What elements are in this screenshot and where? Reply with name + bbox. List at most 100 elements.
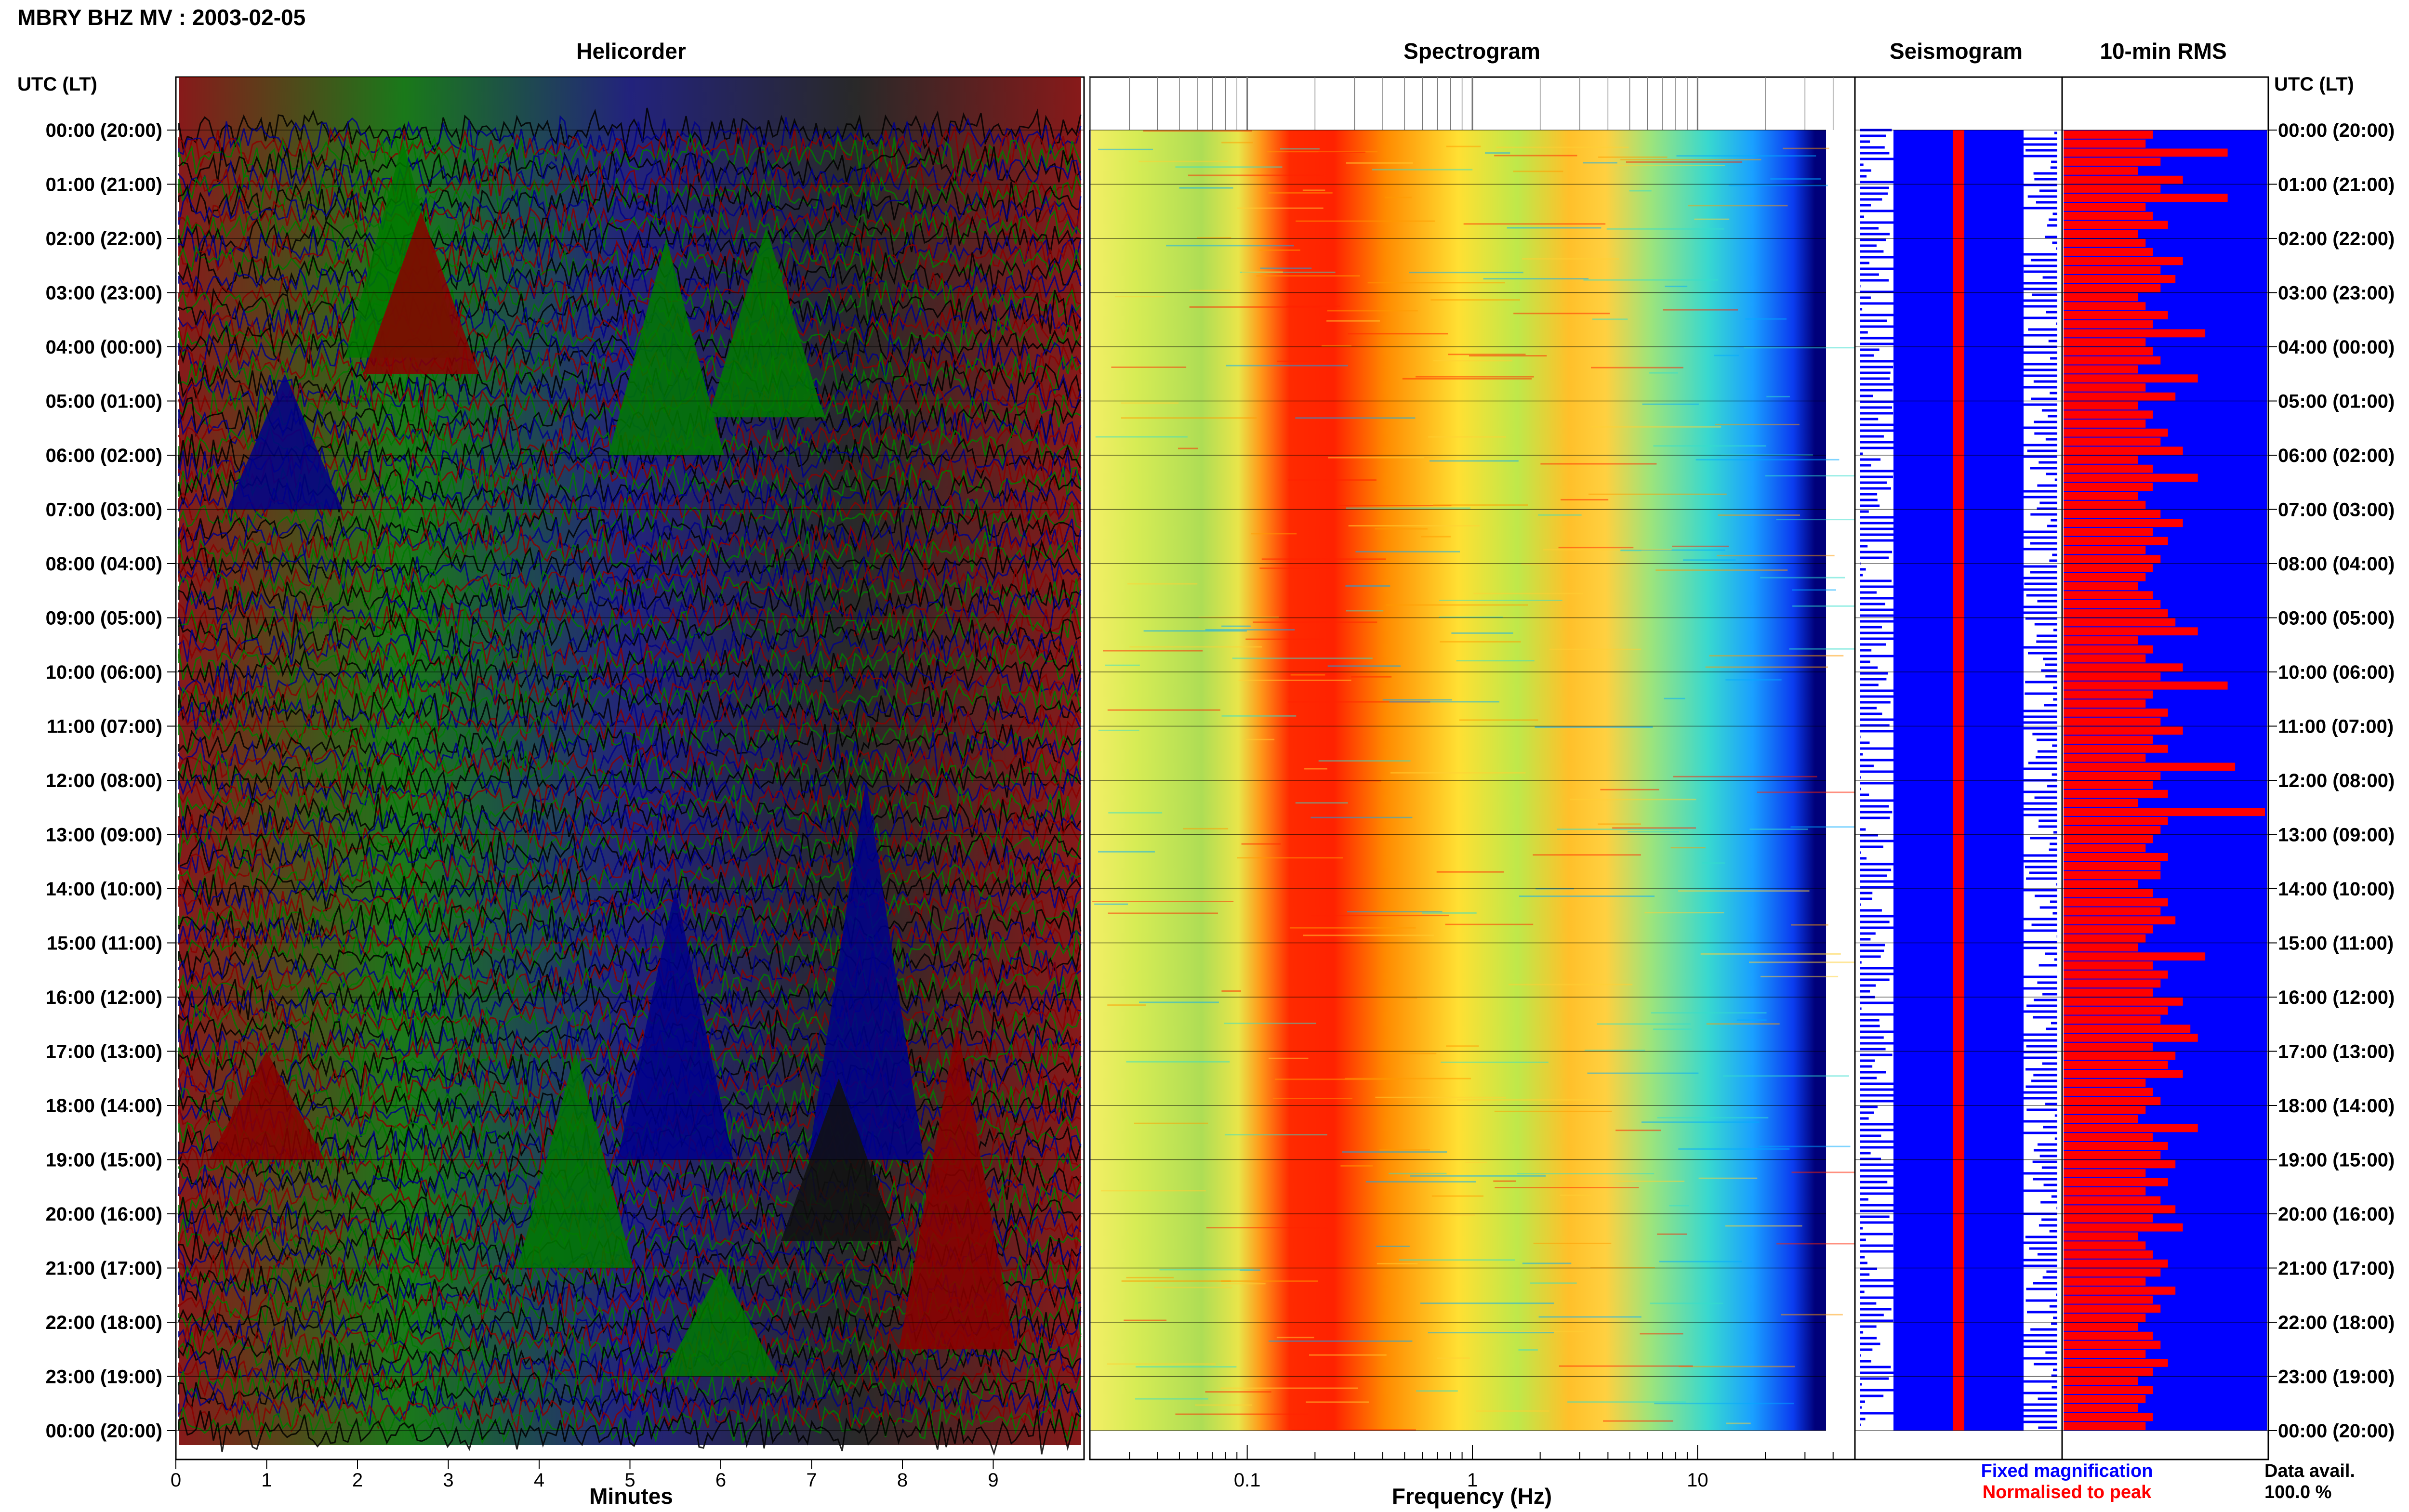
hour-labels: 00:00 (20:00) 00:00 (20:00) 01:00 (21:00) 0…: [46, 120, 2395, 1442]
hour-label-right: 03:00 (23:00): [2278, 283, 2395, 304]
rms-bar: [2064, 528, 2153, 536]
spectrogram-texture: [1715, 423, 1800, 425]
spectrogram-texture: [1790, 826, 1890, 828]
helicorder-trace: [178, 1164, 1081, 1213]
spectrogram-texture: [1726, 1422, 1751, 1424]
data-avail-label: Data avail.: [2264, 1461, 2355, 1481]
spectrogram-texture: [1379, 1149, 1430, 1151]
helicorder-trace: [178, 793, 1082, 838]
spectrogram-texture: [1673, 776, 1817, 777]
spectrogram-texture: [1365, 1181, 1476, 1183]
rms-bar: [2064, 871, 2161, 880]
hour-label-left: 02:00 (22:00): [46, 228, 162, 250]
spectrogram-texture: [1519, 895, 1655, 897]
spectrogram-texture: [1303, 934, 1434, 936]
hour-label-right: 17:00 (13:00): [2278, 1041, 2395, 1063]
hour-label-right: 06:00 (02:00): [2278, 445, 2395, 466]
helicorder-xtick-label: 8: [897, 1470, 908, 1491]
helicorder-trace: [178, 714, 1081, 761]
hour-label-right: 13:00 (09:00): [2278, 825, 2395, 846]
spectrogram-texture: [1348, 525, 1480, 526]
helicorder-trace: [178, 947, 1081, 993]
spectrogram-texture: [1570, 799, 1696, 801]
helicorder-trace: [178, 676, 1082, 722]
hour-label-left: 10:00 (06:00): [46, 662, 162, 683]
rms-bar: [2064, 203, 2146, 211]
rms-bar: [2064, 862, 2161, 870]
spectrogram-texture: [1626, 161, 1743, 163]
spectrogram-texture: [1327, 310, 1418, 312]
spectrogram-texture: [1495, 1187, 1639, 1188]
spectrogram-texture: [1420, 1302, 1554, 1304]
rms-bar: [2064, 1277, 2146, 1286]
spectrogram-texture: [1287, 479, 1377, 481]
rms-bar: [2064, 573, 2146, 581]
rms-bar: [2064, 591, 2153, 600]
spectrogram-texture: [1665, 286, 1688, 288]
spectrogram-texture: [1188, 174, 1324, 176]
spectrogram-texture: [1375, 528, 1428, 530]
spectrogram-texture: [1242, 271, 1283, 273]
spectrogram-texture: [1261, 558, 1386, 560]
spectrogram-texture: [1224, 1134, 1327, 1136]
spectrogram-texture: [1439, 600, 1562, 601]
rms-bar: [2064, 1142, 2168, 1150]
spectrogram-texture: [1583, 279, 1718, 281]
hour-label-right: 15:00 (11:00): [2278, 933, 2394, 954]
spectrogram-texture: [1620, 550, 1641, 552]
rms-bar: [2064, 817, 2168, 825]
spectrogram-texture: [1205, 1391, 1271, 1393]
helicorder-trace: [178, 1325, 1082, 1374]
utc-label-left: UTC (LT): [17, 74, 97, 95]
hour-label-left: 06:00 (02:00): [46, 445, 162, 466]
rms-bar: [2064, 1341, 2161, 1349]
spectrogram-texture: [1766, 395, 1790, 397]
spectrogram-texture: [1175, 166, 1283, 168]
hour-label-right: 22:00 (18:00): [2278, 1312, 2395, 1333]
rms-bar: [2064, 1314, 2146, 1322]
spectrogram-texture: [1446, 145, 1481, 147]
spectrogram-texture: [1745, 318, 1787, 320]
helicorder-trace: [178, 908, 1082, 957]
spectrogram-texture: [1241, 843, 1281, 845]
rms-bar: [2064, 410, 2153, 419]
rms-bar: [2064, 184, 2161, 193]
spectrogram-texture: [1493, 1180, 1516, 1182]
spectrogram-texture: [1377, 1262, 1418, 1264]
rms-bar: [2064, 483, 2153, 491]
helicorder-trace: [178, 748, 1082, 795]
rms-bar: [2064, 1395, 2146, 1403]
spectrogram-texture: [1318, 760, 1411, 762]
spectrogram-texture: [1439, 616, 1503, 618]
spectrogram-texture: [1416, 376, 1534, 378]
rms-bar: [2064, 302, 2146, 311]
spectrogram-texture: [1654, 1403, 1794, 1405]
spectrogram-texture: [1245, 738, 1275, 740]
spectrogram-texture: [1559, 1365, 1693, 1367]
data-avail-value: 100.0 %: [2264, 1482, 2331, 1502]
rms-bar: [2064, 1015, 2161, 1024]
spectrogram-texture: [1129, 646, 1262, 648]
spectrogram-texture: [1653, 445, 1766, 447]
spectrogram-texture: [1108, 912, 1218, 914]
helicorder-xlabel: Minutes: [589, 1484, 673, 1509]
spectrogram-texture: [1183, 828, 1229, 829]
rms-bar: [2064, 1151, 2161, 1159]
hour-label-right: 12:00 (08:00): [2278, 770, 2395, 791]
rms-bar: [2064, 1196, 2161, 1205]
spectrogram-texture: [1107, 1004, 1146, 1006]
spectrogram-texture: [1463, 223, 1606, 225]
rms-bar: [2064, 194, 2228, 202]
helicorder-xtick-label: 0: [171, 1470, 181, 1491]
spectrogram-texture: [1561, 499, 1609, 500]
rms-bar: [2064, 934, 2146, 943]
spectrogram-texture: [1296, 220, 1435, 222]
spectrogram-texture: [1538, 514, 1582, 516]
spectrogram-texture: [1268, 192, 1333, 194]
rms-bar: [2064, 338, 2146, 347]
spectrogram-texture: [1592, 318, 1628, 320]
helicorder-trace: [178, 728, 1082, 778]
rms-bar: [2064, 447, 2183, 455]
spectrogram-texture: [1590, 1267, 1655, 1269]
